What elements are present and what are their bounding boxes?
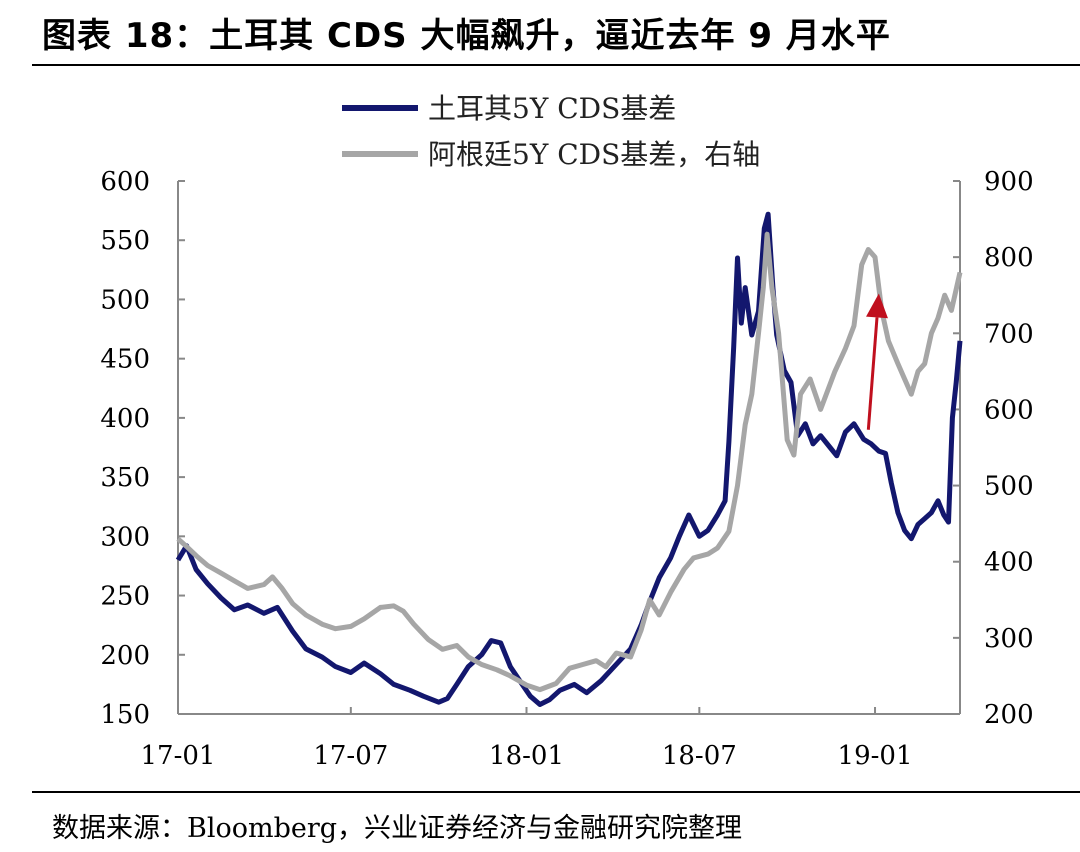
right-y-tick-label: 300 — [984, 624, 1034, 654]
right-y-tick-label: 800 — [984, 243, 1034, 273]
left-y-tick-label: 250 — [100, 582, 150, 612]
left-y-tick-label: 200 — [100, 641, 150, 671]
title-rule — [32, 64, 1080, 66]
left-y-tick-label: 600 — [100, 167, 150, 197]
x-tick-label: 17-01 — [141, 741, 216, 771]
x-tick-label: 18-07 — [662, 741, 737, 771]
x-tick-label: 17-07 — [313, 741, 388, 771]
legend-label-turkey: 土耳其5Y CDS基差 — [428, 92, 676, 125]
chart-axes: 150 200 250 300 350 400 450 500 550 600 200 300 400 5… — [100, 167, 1033, 771]
source-rule — [32, 791, 1080, 793]
left-y-tick-label: 300 — [100, 522, 150, 552]
left-y-tick-label: 150 — [100, 700, 150, 730]
left-y-tick-label: 350 — [100, 463, 150, 493]
source-note: 数据来源：Bloomberg，兴业证券经济与金融研究院整理 — [52, 813, 743, 844]
right-y-tick-label: 900 — [984, 167, 1034, 197]
left-y-tick-label: 400 — [100, 404, 150, 434]
turkey-cds-line — [175, 211, 963, 707]
x-tick-label: 19-01 — [838, 741, 913, 771]
right-y-tick-label: 500 — [984, 472, 1034, 502]
left-y-tick-label: 500 — [100, 285, 150, 315]
annotation-layer — [866, 293, 888, 430]
right-y-tick-label: 400 — [984, 548, 1034, 578]
right-y-tick-label: 200 — [984, 700, 1034, 730]
series-layer — [175, 211, 963, 707]
left-y-tick-label: 450 — [100, 345, 150, 375]
right-y-tick-label: 600 — [984, 395, 1034, 425]
left-y-tick-label: 550 — [100, 226, 150, 256]
right-y-tick-label: 700 — [984, 319, 1034, 349]
legend-label-argentina: 阿根廷5Y CDS基差，右轴 — [428, 138, 760, 171]
argentina-cds-line — [176, 231, 963, 693]
x-tick-label: 18-01 — [489, 741, 564, 771]
figure-title: 图表 18：土耳其 CDS 大幅飙升，逼近去年 9 月水平 — [42, 16, 891, 56]
annotation-arrow-shaft — [866, 317, 879, 430]
annotation-arrow-head — [866, 293, 888, 319]
